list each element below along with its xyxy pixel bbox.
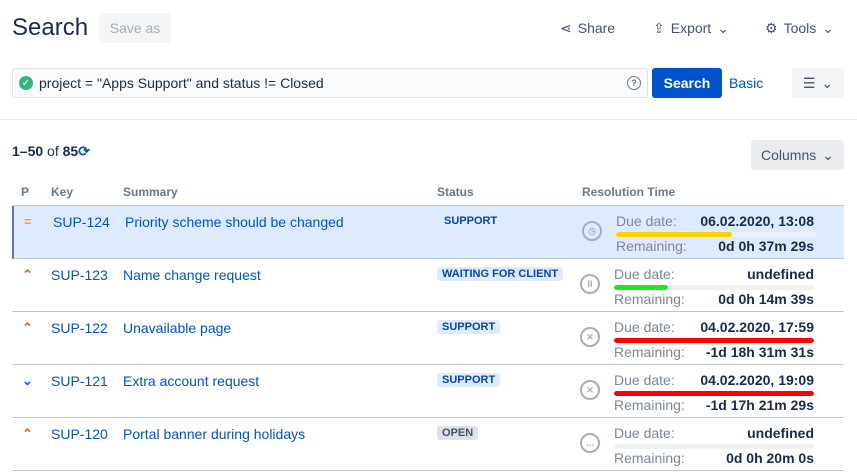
issue-key-link[interactable]: SUP-121 bbox=[51, 373, 108, 389]
sla-progress-fill bbox=[614, 338, 814, 343]
header-key[interactable]: Key bbox=[51, 185, 74, 199]
issue-summary-link[interactable]: Extra account request bbox=[123, 373, 260, 389]
page-title: Search bbox=[12, 14, 89, 41]
priority-high-icon: ⌃ bbox=[22, 267, 33, 282]
pause-icon: II bbox=[580, 274, 600, 294]
issue-summary-link[interactable]: Name change request bbox=[123, 267, 261, 283]
header-priority[interactable]: P bbox=[21, 185, 30, 199]
clock-overdue-icon: ✕ bbox=[580, 380, 600, 400]
columns-button[interactable]: Columns ⌄ bbox=[751, 140, 844, 170]
basic-mode-link[interactable]: Basic bbox=[729, 75, 764, 91]
remaining-label: Remaining: bbox=[614, 397, 685, 413]
jql-query-input[interactable]: ✓ project = "Apps Support" and status !=… bbox=[12, 68, 648, 98]
tools-button[interactable]: ⚙ Tools ⌄ bbox=[765, 19, 834, 37]
sla-progress-fill bbox=[614, 285, 668, 290]
due-date-label: Due date: bbox=[616, 213, 677, 229]
due-date-label: Due date: bbox=[614, 372, 675, 388]
remaining-label: Remaining: bbox=[614, 450, 685, 466]
sla-progress-bar bbox=[614, 285, 814, 290]
header-status[interactable]: Status bbox=[437, 185, 474, 199]
priority-low-icon: ⌄ bbox=[22, 373, 33, 388]
issue-key-link[interactable]: SUP-124 bbox=[53, 214, 110, 230]
results-count: 1–50 of 85⟳ bbox=[12, 143, 90, 159]
due-date-label: Due date: bbox=[614, 425, 675, 441]
gear-icon: ⚙ bbox=[765, 19, 778, 36]
sla-progress-bar bbox=[616, 232, 816, 237]
sla-progress-bar bbox=[614, 444, 814, 449]
table-row[interactable]: ⌃ SUP-120 Portal banner during holidays … bbox=[12, 418, 844, 471]
list-icon: ☰ bbox=[802, 74, 816, 91]
due-date-value: undefined bbox=[747, 425, 814, 441]
chevron-down-icon: ⌄ bbox=[822, 19, 834, 36]
remaining-value: 0d 0h 20m 0s bbox=[726, 450, 814, 466]
due-date-label: Due date: bbox=[614, 319, 675, 335]
chevron-down-icon: ⌄ bbox=[821, 74, 834, 91]
header-resolution-time[interactable]: Resolution Time bbox=[582, 185, 676, 199]
due-date-value: 04.02.2020, 17:59 bbox=[700, 319, 814, 335]
remaining-label: Remaining: bbox=[616, 238, 687, 254]
view-menu-button[interactable]: ☰ ⌄ bbox=[792, 68, 844, 98]
remaining-value: 0d 0h 14m 39s bbox=[718, 291, 814, 307]
refresh-icon[interactable]: ⟳ bbox=[78, 143, 90, 159]
issue-summary-link[interactable]: Priority scheme should be changed bbox=[125, 214, 344, 230]
chevron-down-icon: ⌄ bbox=[717, 19, 729, 36]
due-date-value: 04.02.2020, 19:09 bbox=[700, 372, 814, 388]
remaining-value: -1d 18h 31m 31s bbox=[705, 344, 814, 360]
header-divider bbox=[12, 205, 844, 206]
remaining-value: -1d 17h 21m 29s bbox=[705, 397, 814, 413]
export-button[interactable]: ⇪ Export ⌄ bbox=[653, 19, 729, 37]
save-as-button[interactable]: Save as bbox=[99, 13, 171, 43]
issue-key-link[interactable]: SUP-120 bbox=[51, 426, 108, 442]
table-row[interactable]: = SUP-124 Priority scheme should be chan… bbox=[12, 206, 844, 259]
priority-high-icon: ⌃ bbox=[22, 426, 33, 441]
header-summary[interactable]: Summary bbox=[123, 185, 178, 199]
sla-progress-bar bbox=[614, 338, 814, 343]
sla-progress-fill bbox=[616, 232, 732, 237]
divider bbox=[0, 119, 857, 120]
table-row[interactable]: ⌃ SUP-123 Name change request WAITING FO… bbox=[12, 259, 844, 312]
status-badge: SUPPORT bbox=[439, 214, 503, 228]
due-date-value: 06.02.2020, 13:08 bbox=[700, 213, 814, 229]
issue-summary-link[interactable]: Unavailable page bbox=[123, 320, 232, 336]
sla-progress-fill bbox=[614, 391, 814, 396]
table-row[interactable]: ⌄ SUP-121 Extra account request SUPPORT … bbox=[12, 365, 844, 418]
issue-key-link[interactable]: SUP-123 bbox=[51, 267, 108, 283]
search-button[interactable]: Search bbox=[652, 68, 722, 98]
priority-medium-icon: = bbox=[24, 214, 32, 229]
status-badge: OPEN bbox=[437, 426, 479, 440]
clock-pending-icon: … bbox=[580, 433, 600, 453]
issue-key-link[interactable]: SUP-122 bbox=[51, 320, 108, 336]
remaining-label: Remaining: bbox=[614, 344, 685, 360]
clock-overdue-icon: ✕ bbox=[580, 327, 600, 347]
status-badge: SUPPORT bbox=[437, 320, 501, 334]
priority-high-icon: ⌃ bbox=[22, 320, 33, 335]
help-icon[interactable]: ? bbox=[627, 76, 641, 90]
sla-progress-bar bbox=[614, 391, 814, 396]
export-icon: ⇪ bbox=[653, 19, 665, 36]
due-date-value: undefined bbox=[747, 266, 814, 282]
remaining-label: Remaining: bbox=[614, 291, 685, 307]
valid-check-icon: ✓ bbox=[19, 76, 33, 90]
status-badge: WAITING FOR CLIENT bbox=[437, 267, 564, 281]
chevron-down-icon: ⌄ bbox=[822, 146, 834, 163]
table-row[interactable]: ⌃ SUP-122 Unavailable page SUPPORT ✕ Due… bbox=[12, 312, 844, 365]
due-date-label: Due date: bbox=[614, 266, 675, 282]
status-badge: SUPPORT bbox=[437, 373, 501, 387]
issue-summary-link[interactable]: Portal banner during holidays bbox=[123, 426, 306, 442]
clock-icon: ◷ bbox=[582, 221, 602, 241]
share-button[interactable]: ⋖ Share bbox=[560, 19, 616, 37]
remaining-value: 0d 0h 37m 29s bbox=[718, 238, 814, 254]
share-icon: ⋖ bbox=[560, 19, 572, 36]
